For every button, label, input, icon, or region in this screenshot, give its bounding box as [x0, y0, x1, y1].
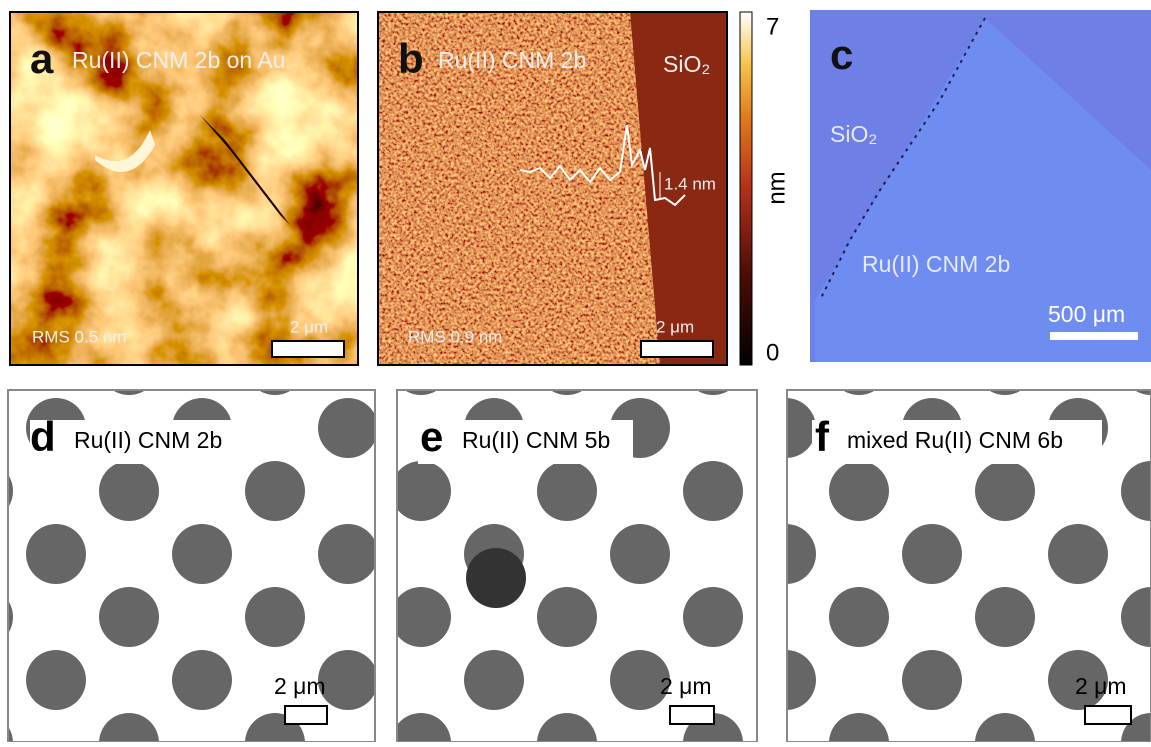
- scale-bar: [1085, 706, 1131, 724]
- panel-label: mixed Ru(II) CNM 6b: [847, 427, 1063, 453]
- panel-letter: d: [30, 413, 56, 460]
- scale-bar: [285, 706, 327, 724]
- panel-e: e Ru(II) CNM 5b 2 μm: [397, 390, 757, 742]
- panel-label: Ru(II) CNM 2b: [862, 251, 1010, 277]
- panel-label: Ru(II) CNM 2b: [74, 427, 222, 453]
- panel-label: Ru(II) CNM 2b: [438, 47, 586, 73]
- dark-hole: [466, 548, 526, 608]
- panel-letter: a: [30, 35, 54, 82]
- panel-f: f mixed Ru(II) CNM 6b 2 μm: [787, 390, 1151, 742]
- rms: RMS 0.9 nm: [408, 327, 502, 346]
- panel-d: d Ru(II) CNM 2b 2 μm: [8, 390, 375, 742]
- region-label: SiO₂: [663, 51, 710, 77]
- scale-label: 2 μm: [656, 317, 694, 336]
- panel-letter: f: [815, 413, 830, 460]
- colorbar-gradient: [740, 12, 752, 365]
- colorbar-unit: nm: [763, 171, 790, 204]
- figure: a Ru(II) CNM 2b on Au RMS 0.5 nm 2 μm b …: [0, 0, 1151, 742]
- panel-letter: b: [398, 35, 424, 82]
- panel-label: Ru(II) CNM 2b on Au: [72, 47, 285, 73]
- panel-a: a Ru(II) CNM 2b on Au RMS 0.5 nm 2 μm: [10, 12, 358, 365]
- region-label: SiO₂: [830, 121, 877, 147]
- colorbar-max: 7: [766, 13, 779, 40]
- scale-label: 2 μm: [290, 317, 328, 336]
- scale-label: 2 μm: [660, 673, 712, 699]
- rms: RMS 0.5 nm: [32, 327, 126, 346]
- colorbar-min: 0: [766, 339, 779, 366]
- panel-c: c SiO₂ Ru(II) CNM 2b 500 μm: [810, 10, 1151, 362]
- colorbar: 7 0 nm: [740, 12, 790, 366]
- page: {"panels": [ {"letter": "a", "label": "R…: [0, 0, 1151, 742]
- scale-bar: [272, 341, 344, 357]
- panel-letter: e: [420, 413, 443, 460]
- panel-label: Ru(II) CNM 5b: [462, 427, 610, 453]
- panel-letter: c: [830, 31, 853, 78]
- step-label: 1.4 nm: [664, 174, 716, 193]
- scale-label: 2 μm: [1075, 673, 1127, 699]
- scale-label: 500 μm: [1048, 301, 1125, 327]
- scale-bar: [670, 706, 714, 724]
- scale-bar: [641, 341, 713, 357]
- panel-b: b Ru(II) CNM 2b SiO₂ 1.4 nm RMS 0.9 nm 2…: [378, 12, 727, 365]
- scale-bar: [1050, 332, 1138, 340]
- scale-label: 2 μm: [274, 673, 326, 699]
